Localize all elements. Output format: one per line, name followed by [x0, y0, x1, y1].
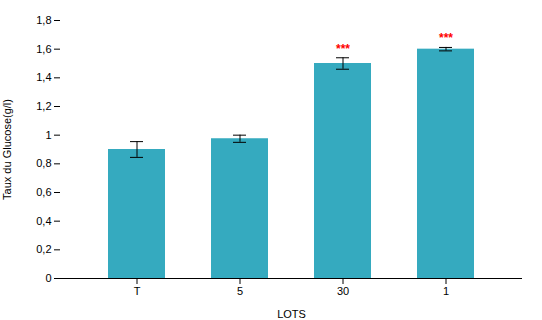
svg-text:1,2: 1,2 [36, 100, 51, 112]
svg-text:1: 1 [45, 129, 51, 141]
svg-text:0: 0 [45, 272, 51, 284]
svg-text:1: 1 [443, 285, 449, 297]
svg-text:5: 5 [237, 285, 243, 297]
svg-text:Taux du Glucose(g/l): Taux du Glucose(g/l) [1, 99, 13, 200]
svg-text:***: *** [336, 42, 350, 56]
svg-text:T: T [134, 285, 141, 297]
svg-text:0,4: 0,4 [36, 215, 51, 227]
svg-text:***: *** [439, 31, 453, 45]
svg-text:LOTS: LOTS [277, 308, 306, 320]
svg-text:1,8: 1,8 [36, 14, 51, 26]
svg-text:1,4: 1,4 [36, 71, 51, 83]
svg-text:1,6: 1,6 [36, 43, 51, 55]
svg-text:0,6: 0,6 [36, 186, 51, 198]
svg-text:0,8: 0,8 [36, 157, 51, 169]
svg-text:30: 30 [337, 285, 349, 297]
svg-text:0,2: 0,2 [36, 243, 51, 255]
